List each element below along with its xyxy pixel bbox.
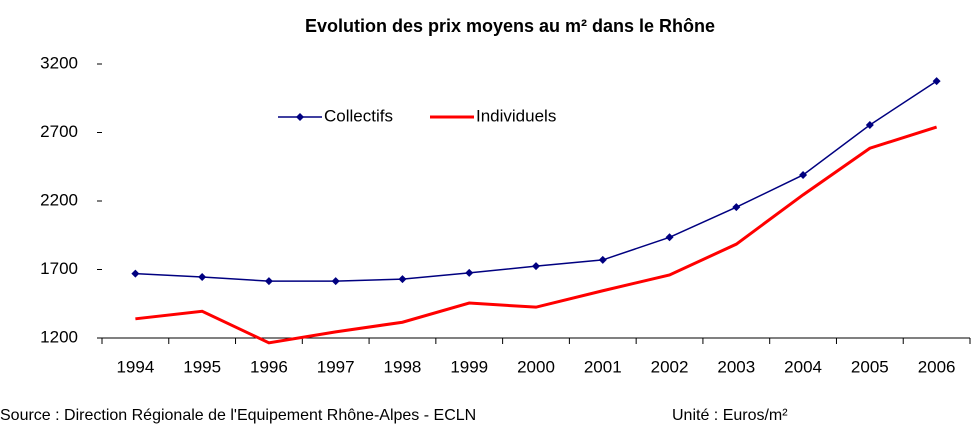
point-marker [598,255,607,264]
point-marker [932,77,941,86]
x-tick-label: 2004 [784,357,822,376]
unit-note: Unité : Euros/m² [672,407,788,424]
y-tick-label: 3200 [40,53,78,72]
x-tick-label: 1996 [250,357,288,376]
x-tick-label: 1995 [183,357,221,376]
y-tick-label: 1700 [40,259,78,278]
source-note: Source : Direction Régionale de l'Equipe… [0,407,476,424]
point-marker [198,273,207,282]
x-tick-label: 1997 [317,357,355,376]
point-marker [131,269,140,278]
y-tick-label: 2200 [40,190,78,209]
x-tick-label: 1999 [450,357,488,376]
legend-label: Individuels [476,106,556,125]
point-marker [799,170,808,179]
point-marker [532,262,540,271]
x-tick-label: 2003 [717,357,755,376]
point-marker [264,277,273,286]
y-tick-label: 2700 [40,122,78,141]
point-marker [398,275,407,284]
x-tick-label: 1998 [384,357,422,376]
point-marker [732,203,741,212]
point-marker [465,268,474,277]
point-marker [331,277,340,286]
legend-label: Collectifs [324,106,393,125]
x-tick-label: 2002 [651,357,689,376]
x-tick-label: 2005 [851,357,889,376]
x-tick-label: 2006 [918,357,956,376]
x-tick-label: 2000 [517,357,555,376]
chart-title: Evolution des prix moyens au m² dans le … [305,16,715,36]
legend-marker [296,113,304,121]
point-marker [865,120,874,129]
legend-item: Collectifs [278,106,393,125]
x-tick-label: 2001 [584,357,622,376]
point-marker [665,233,674,242]
legend-item: Individuels [430,106,556,125]
series-line [135,125,938,345]
y-tick-label: 1200 [40,327,78,346]
x-tick-label: 1994 [116,357,154,376]
